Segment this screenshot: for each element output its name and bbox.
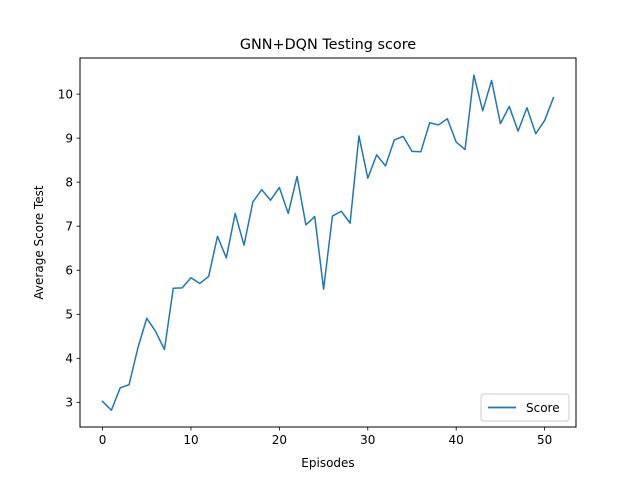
y-tick-label: 9 bbox=[65, 131, 73, 145]
x-tick-label: 40 bbox=[449, 433, 464, 447]
legend-frame bbox=[480, 393, 570, 422]
axes-frame bbox=[79, 57, 577, 428]
x-tick-label: 10 bbox=[183, 433, 198, 447]
x-tick-label: 0 bbox=[99, 433, 107, 447]
series-line-score bbox=[101, 74, 555, 412]
legend: Score bbox=[480, 393, 570, 422]
x-axis-label: Episodes bbox=[301, 456, 354, 470]
y-tick-label: 6 bbox=[65, 264, 73, 278]
plot-area bbox=[79, 57, 577, 428]
y-axis-label: Average Score Test bbox=[32, 185, 46, 299]
y-tick-label: 4 bbox=[65, 352, 73, 366]
legend-label-score: Score bbox=[526, 401, 560, 415]
x-axis-ticks: 0 10 20 30 40 50 bbox=[99, 427, 552, 447]
y-tick-label: 5 bbox=[65, 308, 73, 322]
y-tick-label: 10 bbox=[58, 87, 73, 101]
series-layer bbox=[101, 74, 555, 412]
y-tick-label: 8 bbox=[65, 175, 73, 189]
y-tick-label: 3 bbox=[65, 396, 73, 410]
x-tick-label: 50 bbox=[537, 433, 552, 447]
x-tick-label: 20 bbox=[272, 433, 287, 447]
y-tick-label: 7 bbox=[65, 220, 73, 234]
x-tick-label: 30 bbox=[360, 433, 375, 447]
y-axis-ticks: 3 4 5 6 7 8 9 10 bbox=[58, 87, 80, 410]
chart-title: GNN+DQN Testing score bbox=[240, 37, 416, 53]
